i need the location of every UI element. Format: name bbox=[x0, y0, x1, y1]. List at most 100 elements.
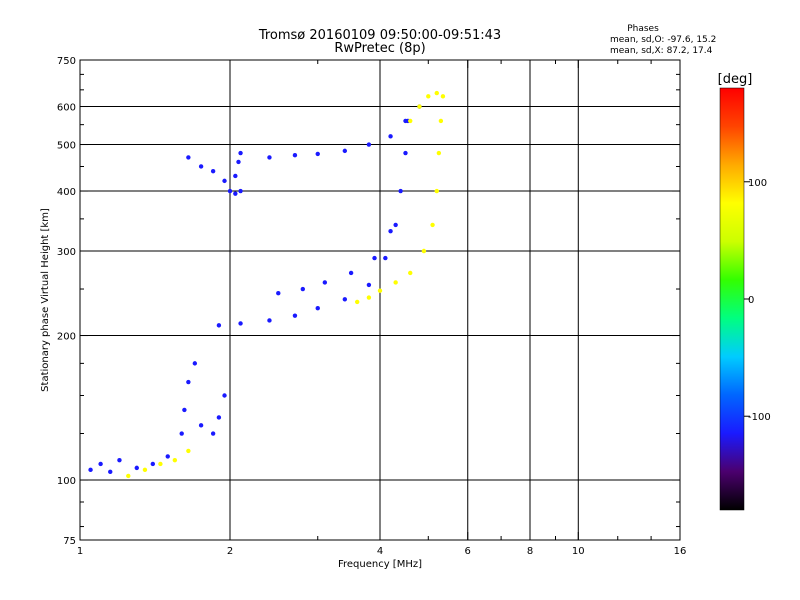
data-points bbox=[88, 90, 446, 479]
data-point bbox=[210, 168, 216, 174]
y-tick-label: 750 bbox=[57, 56, 76, 67]
data-point bbox=[238, 150, 243, 156]
data-point bbox=[292, 153, 298, 158]
data-point bbox=[398, 188, 403, 194]
x-tick-label: 8 bbox=[527, 546, 533, 557]
y-tick-label: 75 bbox=[63, 536, 76, 547]
data-point bbox=[126, 473, 131, 479]
axis-ticks: 1 2 4 6 8 10 16 75 100 200 300 400 500 600 750 bbox=[57, 56, 686, 557]
data-point bbox=[216, 415, 222, 420]
data-point bbox=[440, 94, 446, 99]
data-point bbox=[192, 361, 198, 366]
data-point bbox=[117, 457, 122, 463]
data-point bbox=[186, 155, 191, 160]
data-point bbox=[393, 280, 398, 285]
data-point bbox=[98, 461, 103, 467]
data-point bbox=[315, 151, 320, 157]
data-point bbox=[434, 90, 439, 96]
data-point bbox=[388, 228, 393, 234]
data-point bbox=[227, 188, 233, 194]
data-point bbox=[198, 423, 204, 428]
data-point bbox=[179, 431, 184, 436]
data-point bbox=[142, 467, 148, 473]
data-point bbox=[158, 461, 163, 467]
data-point bbox=[366, 282, 372, 288]
data-point bbox=[267, 318, 272, 323]
grid-lines bbox=[80, 60, 680, 540]
data-point bbox=[186, 379, 191, 385]
data-point bbox=[267, 155, 272, 160]
data-point bbox=[366, 295, 372, 300]
data-point bbox=[233, 191, 238, 196]
data-point bbox=[342, 148, 348, 154]
data-point bbox=[430, 222, 435, 228]
y-tick-label: 500 bbox=[57, 141, 76, 152]
x-axis-label: Frequency [MHz] bbox=[338, 559, 422, 570]
data-point bbox=[238, 188, 243, 194]
data-point bbox=[421, 248, 427, 254]
stats-line-o: mean, sd,O: -97.6, 15.2 bbox=[610, 35, 716, 45]
colorbar-ticks: 100 0 -100 bbox=[744, 178, 771, 423]
colorbar-tick-label: 0 bbox=[748, 295, 754, 306]
colorbar-bar bbox=[719, 87, 745, 511]
y-axis-label: Stationary phase Virtual Height [km] bbox=[40, 208, 51, 392]
chart-title: Tromsø 20160109 09:50:00-09:51:43 bbox=[258, 28, 501, 43]
y-tick-label: 600 bbox=[57, 103, 76, 114]
y-tick-label: 100 bbox=[57, 476, 76, 487]
data-point bbox=[150, 461, 156, 467]
data-point bbox=[276, 291, 281, 296]
data-point bbox=[342, 297, 348, 302]
x-tick-label: 1 bbox=[77, 546, 83, 557]
data-point bbox=[388, 134, 393, 139]
data-point bbox=[210, 431, 216, 436]
data-point bbox=[108, 469, 113, 475]
data-point bbox=[408, 270, 413, 276]
data-point bbox=[198, 164, 204, 169]
data-point bbox=[417, 104, 422, 109]
colorbar-tick-label: -100 bbox=[748, 412, 771, 423]
stats-heading: Phases bbox=[627, 24, 659, 34]
x-tick-label: 2 bbox=[227, 546, 233, 557]
x-tick-label: 16 bbox=[674, 546, 687, 557]
data-point bbox=[134, 465, 139, 471]
y-tick-label: 400 bbox=[57, 187, 76, 198]
data-point bbox=[383, 255, 388, 261]
data-point bbox=[377, 288, 383, 293]
data-point bbox=[354, 299, 360, 305]
data-point bbox=[216, 323, 222, 328]
x-tick-label: 10 bbox=[572, 546, 585, 557]
data-point bbox=[222, 178, 227, 184]
data-point bbox=[408, 118, 413, 124]
data-point bbox=[315, 306, 320, 311]
stats-line-x: mean, sd,X: 87.2, 17.4 bbox=[610, 46, 713, 56]
data-point bbox=[426, 94, 431, 99]
data-point bbox=[436, 150, 442, 156]
data-point bbox=[366, 142, 372, 147]
data-point bbox=[322, 280, 328, 285]
x-tick-label: 6 bbox=[465, 546, 471, 557]
colorbar: [deg] 100 0 -100 bbox=[718, 72, 771, 511]
data-point bbox=[236, 159, 241, 165]
colorbar-label: [deg] bbox=[718, 72, 753, 87]
data-point bbox=[222, 393, 227, 398]
data-point bbox=[292, 313, 298, 318]
data-point bbox=[186, 448, 191, 454]
y-tick-label: 200 bbox=[57, 332, 76, 343]
data-point bbox=[300, 286, 306, 292]
data-point bbox=[348, 270, 354, 276]
data-point bbox=[434, 188, 439, 194]
data-point bbox=[88, 467, 93, 473]
data-point bbox=[233, 173, 238, 179]
x-tick-label: 4 bbox=[377, 546, 383, 557]
data-point bbox=[238, 321, 243, 326]
colorbar-tick-label: 100 bbox=[748, 178, 767, 189]
chart-subtitle: RwPretec (8p) bbox=[334, 41, 425, 56]
data-point bbox=[172, 457, 178, 463]
data-point bbox=[165, 454, 170, 459]
data-point bbox=[182, 407, 187, 413]
y-tick-label: 300 bbox=[57, 247, 76, 258]
data-point bbox=[393, 222, 398, 228]
data-point bbox=[438, 118, 444, 124]
data-point bbox=[372, 255, 377, 261]
